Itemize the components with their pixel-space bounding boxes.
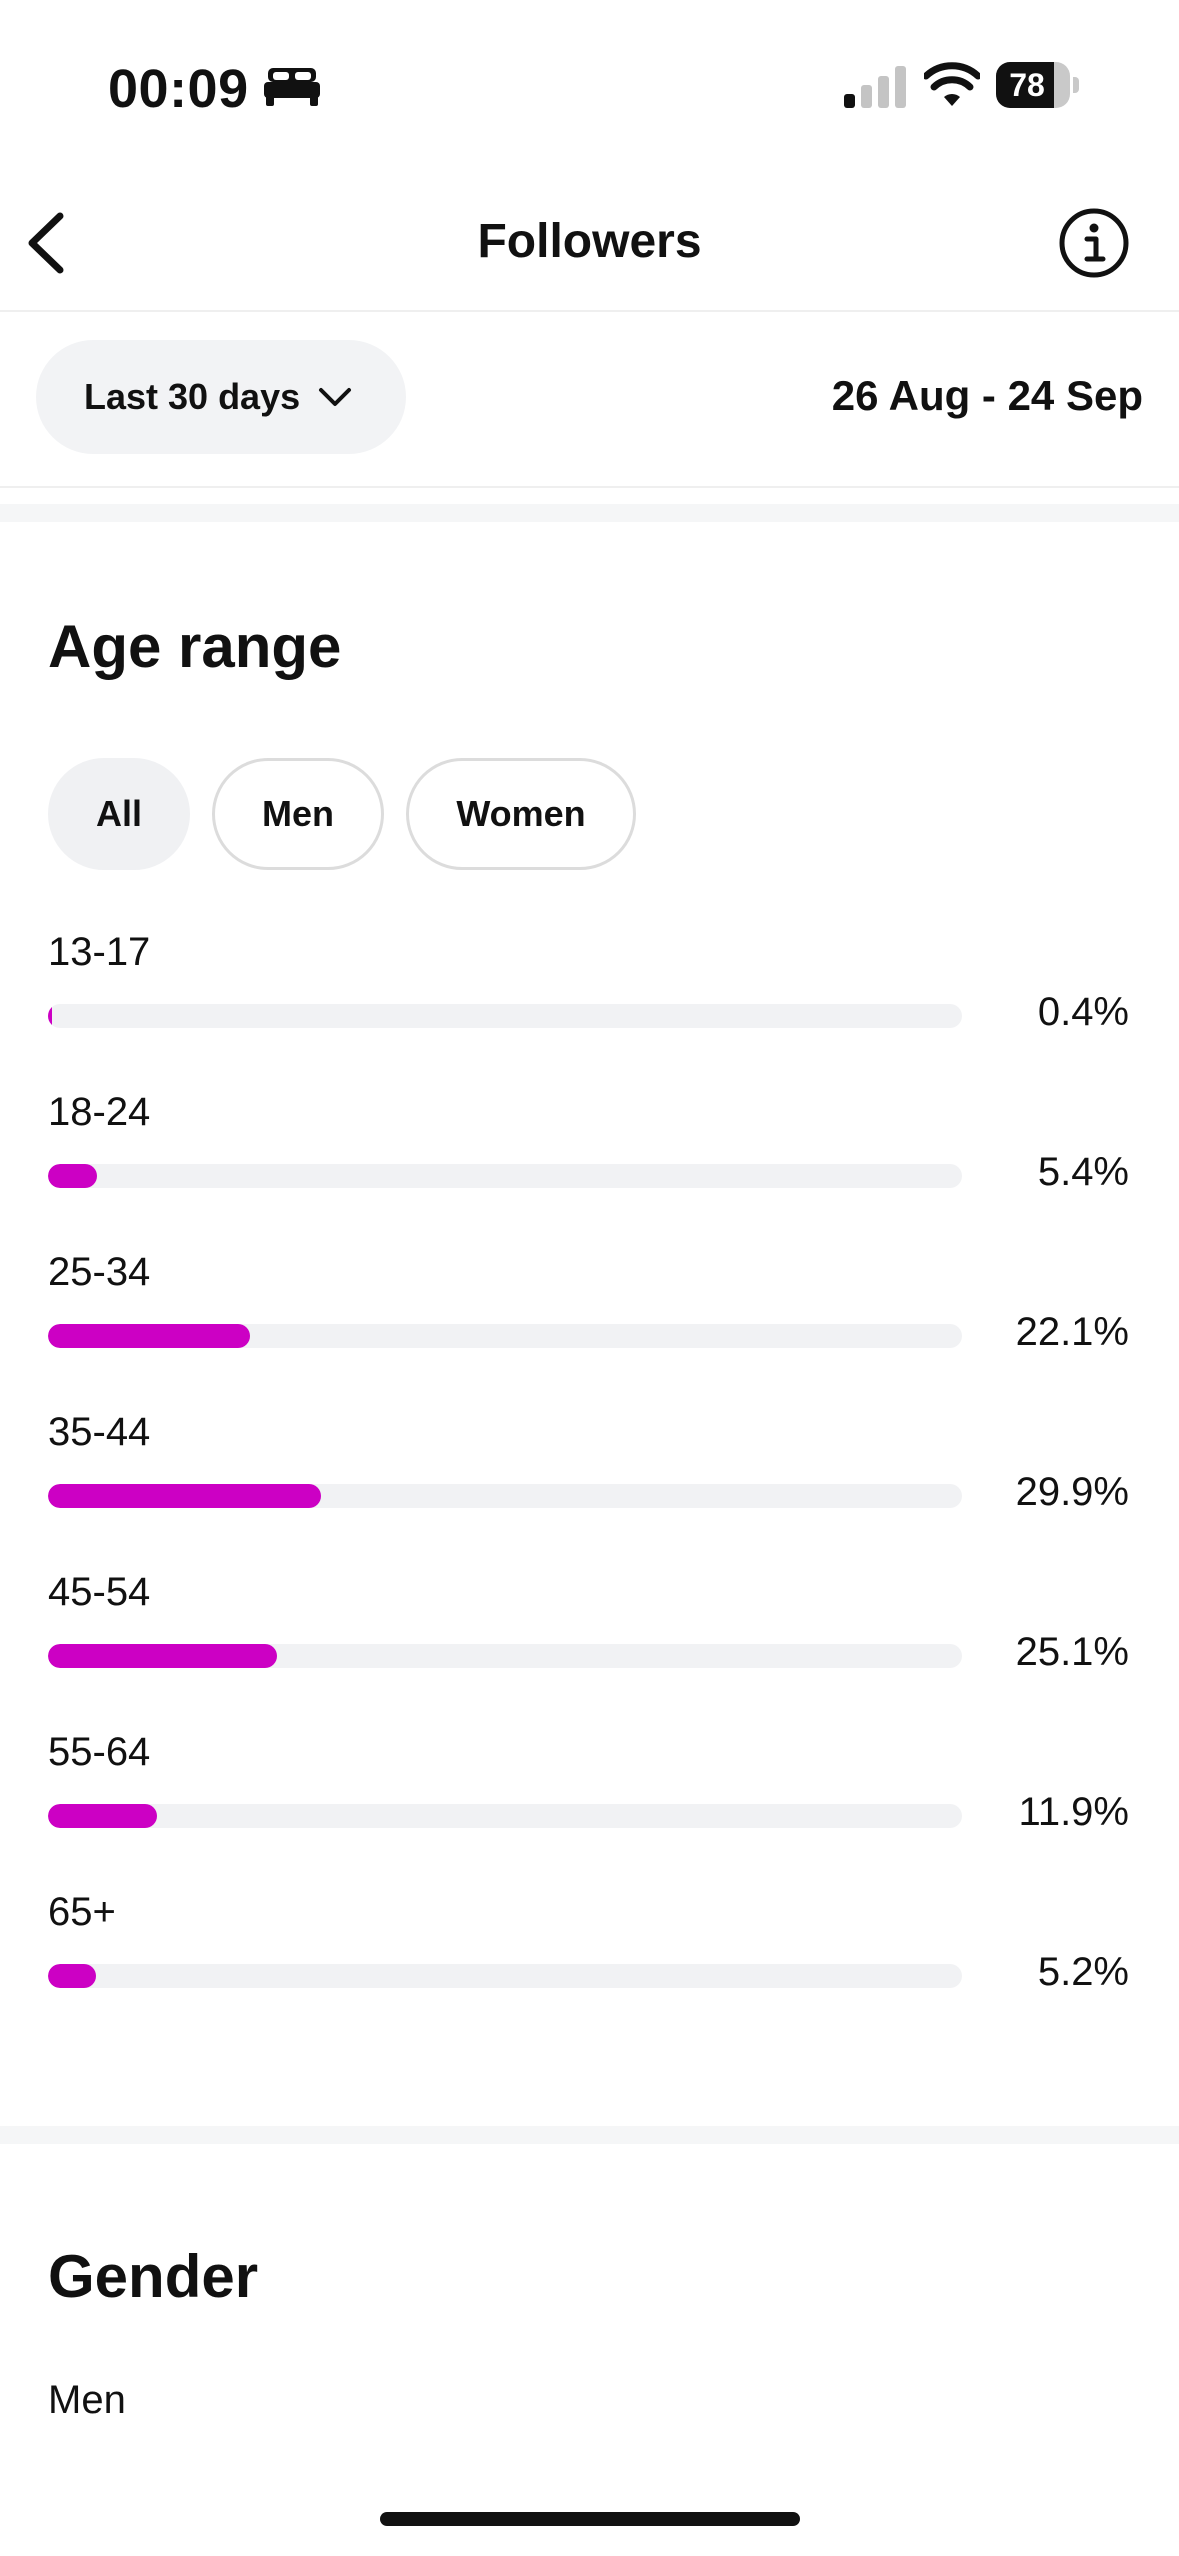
battery-icon: 78: [996, 62, 1080, 108]
age-percent: 11.9%: [1018, 1790, 1129, 1834]
age-label: 13-17: [48, 930, 151, 974]
info-icon[interactable]: [1058, 207, 1130, 279]
chip-all-label: All: [95, 793, 142, 834]
date-range-dropdown[interactable]: Last 30 days: [36, 340, 406, 454]
age-percent: 29.9%: [1015, 1470, 1129, 1514]
age-row: 35-44 29.9%: [0, 1410, 1179, 1570]
header: Followers: [0, 170, 1179, 312]
age-label: 18-24: [48, 1090, 151, 1134]
gender-row-label: Men: [48, 2378, 126, 2422]
age-label: 45-54: [48, 1570, 151, 1614]
age-label: 55-64: [48, 1730, 151, 1774]
section-divider: [0, 504, 1179, 522]
age-label: 35-44: [48, 1410, 151, 1454]
status-time: 00:09: [108, 59, 249, 119]
age-percent: 5.4%: [1037, 1150, 1129, 1194]
age-bar-fill: [48, 1164, 97, 1188]
age-range-title: Age range: [48, 613, 342, 680]
filter-row: Last 30 days 26 Aug - 24 Sep: [0, 312, 1179, 488]
age-percent: 25.1%: [1015, 1630, 1129, 1674]
age-bar-fill: [48, 1804, 157, 1828]
age-row: 45-54 25.1%: [0, 1570, 1179, 1730]
age-row: 65+ 5.2%: [0, 1890, 1179, 2050]
age-bar-fill: [48, 1004, 52, 1028]
age-percent: 5.2%: [1037, 1950, 1129, 1994]
age-bar-fill: [48, 1324, 250, 1348]
age-row: 55-64 11.9%: [0, 1730, 1179, 1890]
chip-women-label: Women: [456, 793, 586, 834]
date-range-dropdown-label: Last 30 days: [84, 376, 301, 417]
chevron-down-icon: [319, 388, 352, 406]
home-indicator: [380, 2512, 800, 2526]
age-bar-track: [48, 1484, 962, 1508]
status-bar: 00:09 78: [0, 0, 1179, 170]
age-percent: 0.4%: [1037, 990, 1129, 1034]
bed-icon: [264, 68, 320, 106]
page-title: Followers: [477, 215, 702, 268]
age-row: 13-17 0.4%: [0, 930, 1179, 1090]
section-divider: [0, 2126, 1179, 2144]
chip-men[interactable]: Men: [212, 758, 384, 870]
chevron-left-icon[interactable]: [22, 210, 72, 276]
age-bar-track: [48, 1324, 962, 1348]
age-label: 65+: [48, 1890, 116, 1934]
age-percent: 22.1%: [1015, 1310, 1129, 1354]
age-bar-track: [48, 1804, 962, 1828]
age-bar-track: [48, 1964, 962, 1988]
age-row: 18-24 5.4%: [0, 1090, 1179, 1250]
chip-all[interactable]: All: [48, 758, 190, 870]
age-label: 25-34: [48, 1250, 151, 1294]
chip-women[interactable]: Women: [406, 758, 636, 870]
signal-icon: [844, 66, 906, 108]
age-bar-track: [48, 1644, 962, 1668]
age-row: 25-34 22.1%: [0, 1250, 1179, 1410]
age-bar-track: [48, 1164, 962, 1188]
wifi-icon: [924, 62, 980, 106]
age-bar-track: [48, 1004, 962, 1028]
age-bar-fill: [48, 1964, 96, 1988]
date-range-text: 26 Aug - 24 Sep: [831, 372, 1143, 419]
age-bar-fill: [48, 1644, 277, 1668]
battery-level: 78: [1009, 67, 1045, 103]
age-bar-fill: [48, 1484, 321, 1508]
chip-men-label: Men: [262, 793, 334, 834]
gender-title: Gender: [48, 2243, 259, 2310]
